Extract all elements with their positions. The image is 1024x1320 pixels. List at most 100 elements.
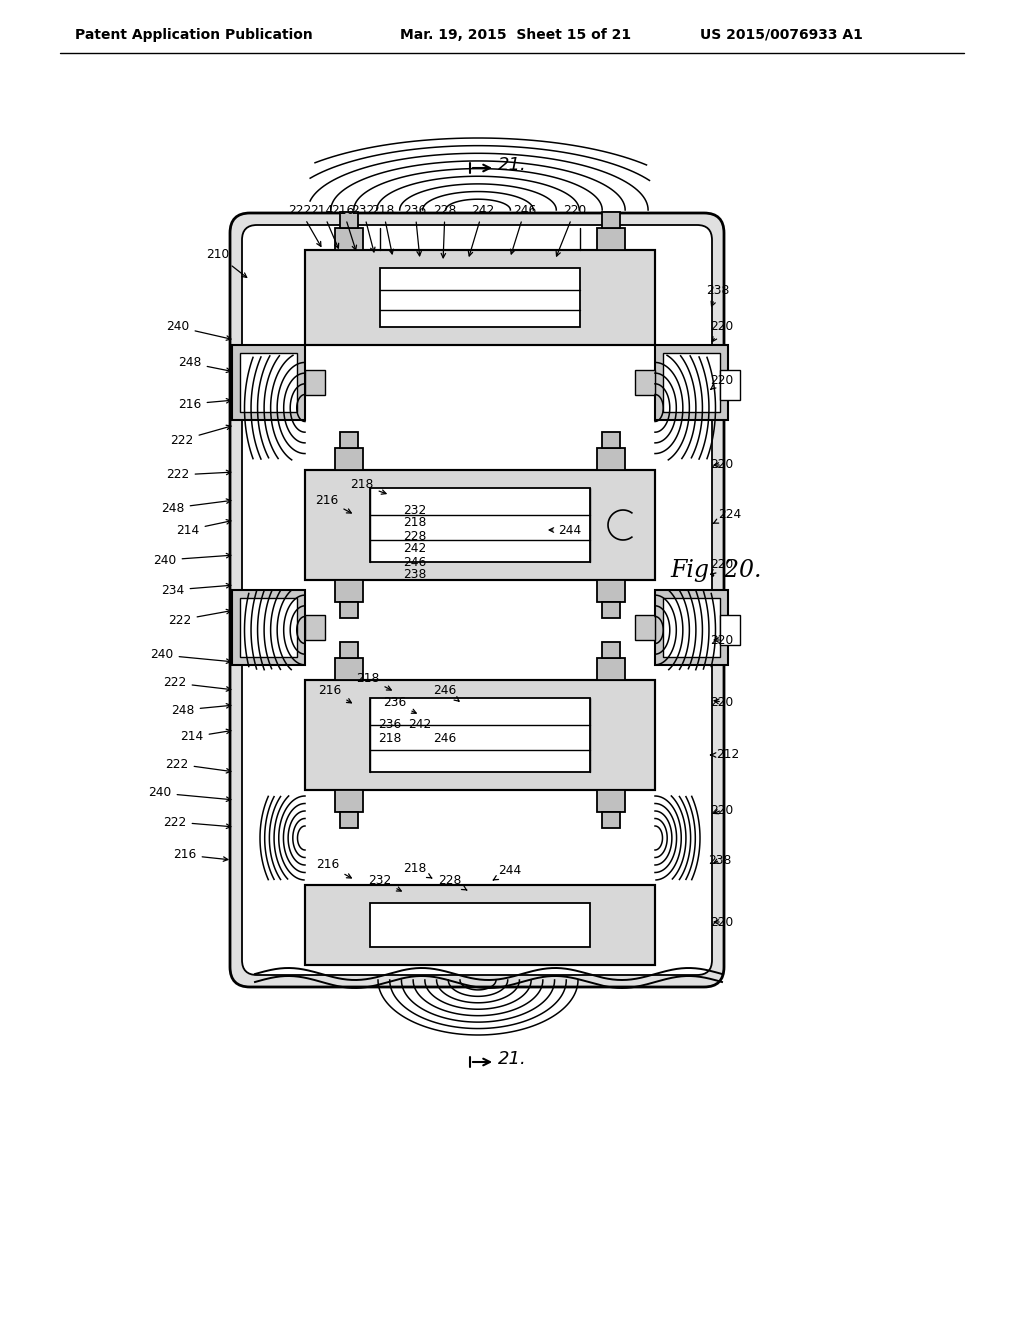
Bar (602, 642, 620, 657)
Text: 228: 228 (438, 874, 467, 890)
Bar (340, 432, 358, 447)
Bar (602, 812, 620, 828)
Text: 218: 218 (356, 672, 391, 690)
Bar (597, 789, 625, 812)
Text: 214: 214 (180, 729, 230, 743)
Bar (340, 602, 358, 618)
Text: 220: 220 (711, 321, 733, 342)
Text: 222: 222 (168, 610, 230, 627)
Text: 210: 210 (207, 248, 247, 277)
Text: 248: 248 (178, 356, 230, 372)
Bar (370, 488, 590, 562)
Text: 218: 218 (403, 516, 427, 529)
Bar (370, 698, 590, 772)
Text: 220: 220 (711, 916, 733, 928)
Text: 220: 220 (556, 203, 587, 256)
Bar (370, 903, 590, 946)
Text: 232: 232 (403, 503, 427, 516)
Text: 242: 242 (468, 203, 495, 256)
Text: 214: 214 (176, 520, 231, 536)
Bar (232, 345, 305, 420)
Text: 216: 216 (173, 849, 228, 862)
Text: 238: 238 (709, 854, 732, 866)
Bar (635, 615, 655, 640)
Text: 246: 246 (433, 684, 459, 701)
Text: 234: 234 (162, 583, 230, 597)
Text: 216: 216 (316, 858, 351, 878)
Text: 232: 232 (351, 203, 375, 252)
Bar (663, 598, 720, 657)
Text: 242: 242 (409, 718, 432, 731)
Text: 238: 238 (707, 284, 730, 306)
Text: 222: 222 (166, 469, 230, 482)
Bar (305, 249, 655, 345)
Bar (602, 213, 620, 228)
Text: Mar. 19, 2015  Sheet 15 of 21: Mar. 19, 2015 Sheet 15 of 21 (400, 28, 631, 42)
Text: 248: 248 (162, 499, 230, 515)
Text: 240: 240 (154, 553, 230, 566)
Text: US 2015/0076933 A1: US 2015/0076933 A1 (700, 28, 863, 42)
Bar (232, 590, 305, 665)
Bar (720, 615, 740, 645)
Text: 218: 218 (372, 203, 394, 253)
FancyBboxPatch shape (230, 213, 724, 987)
Bar (335, 789, 362, 812)
Text: 220: 220 (711, 558, 733, 574)
Text: 218: 218 (403, 862, 432, 878)
Text: 222: 222 (165, 758, 230, 774)
Text: 222: 222 (164, 816, 230, 829)
Text: 240: 240 (166, 321, 231, 341)
Bar (655, 345, 728, 420)
Text: 236: 236 (383, 697, 416, 713)
Text: 224: 224 (713, 508, 741, 524)
Bar (597, 447, 625, 470)
Bar (340, 812, 358, 828)
Text: 242: 242 (403, 543, 427, 556)
Text: 236: 236 (403, 203, 427, 256)
Bar (663, 352, 720, 412)
Text: 21.: 21. (498, 1049, 526, 1068)
FancyBboxPatch shape (242, 224, 712, 975)
Text: Patent Application Publication: Patent Application Publication (75, 28, 312, 42)
Text: 248: 248 (171, 704, 230, 717)
Bar (340, 642, 358, 657)
Text: 246: 246 (403, 556, 427, 569)
Bar (305, 470, 655, 579)
Bar (335, 447, 362, 470)
Text: 218: 218 (378, 731, 401, 744)
Bar (380, 268, 580, 327)
Text: 21.: 21. (498, 156, 526, 174)
Text: 232: 232 (369, 874, 401, 891)
Text: 216: 216 (315, 494, 351, 513)
Text: 240: 240 (148, 787, 230, 801)
Bar (305, 884, 655, 965)
Text: 212: 212 (711, 748, 739, 762)
Text: 222: 222 (170, 425, 231, 446)
Bar (305, 615, 325, 640)
Bar (597, 657, 625, 680)
Text: 220: 220 (711, 804, 733, 817)
Bar (597, 579, 625, 602)
Text: 246: 246 (510, 203, 537, 253)
Text: 222: 222 (164, 676, 230, 692)
Bar (305, 680, 655, 789)
Text: 220: 220 (711, 634, 733, 647)
Text: 246: 246 (433, 731, 457, 744)
Bar (635, 370, 655, 395)
Text: 228: 228 (433, 203, 457, 257)
Text: 244: 244 (494, 863, 521, 880)
Text: 220: 220 (711, 696, 733, 709)
Text: 222: 222 (289, 203, 321, 247)
Bar (305, 249, 655, 345)
Bar (720, 370, 740, 400)
Text: 220: 220 (711, 374, 733, 389)
Text: 218: 218 (350, 479, 386, 494)
Bar (602, 432, 620, 447)
Bar (335, 579, 362, 602)
Text: 228: 228 (403, 529, 427, 543)
Bar (305, 470, 655, 579)
Text: 214: 214 (310, 203, 339, 248)
Text: 244: 244 (549, 524, 582, 536)
Bar (305, 370, 325, 395)
Bar (335, 657, 362, 680)
